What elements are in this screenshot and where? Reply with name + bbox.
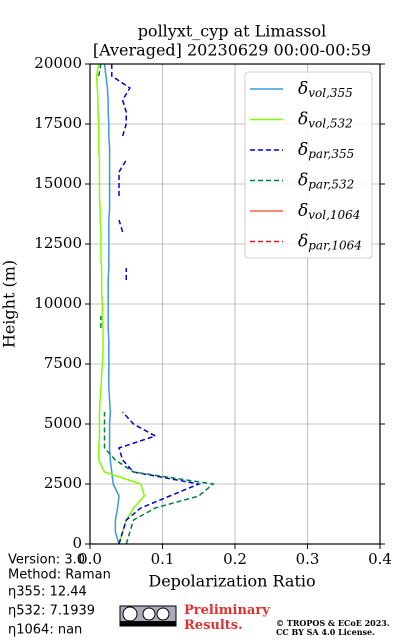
plot-frame [89,63,381,545]
legend-label: δpar,532 [298,170,354,191]
legend-label: δpar,355 [298,140,354,161]
y-tick-label: 0 [72,534,82,552]
x-tick-label: 0.1 [151,550,175,568]
eta: η1064: nan [8,623,82,638]
x-tick-label: 0.2 [223,550,247,568]
legend-label: δvol,355 [298,79,353,100]
profile-line [97,63,216,545]
x-axis-label: Depolarization Ratio [148,572,315,591]
legend-label: δvol,532 [298,109,353,130]
x-tick-label: 0.4 [368,550,392,568]
profile-line [111,64,202,545]
y-tick-label: 10000 [34,294,82,312]
chart-title: pollyxt_cyp at Limassol [138,22,327,41]
legend-label: δpar,1064 [298,231,362,252]
y-tick-label: 12500 [34,234,82,252]
y-tick-label: 17500 [34,114,82,132]
y-tick-label: 5000 [44,414,82,432]
legend-label: δvol,1064 [298,201,360,222]
cc-logo [119,605,177,627]
y-tick-label: 20000 [34,54,82,72]
eta: η355: 12.44 [8,585,87,600]
profile-line [95,63,146,545]
method: Method: Raman [8,568,111,583]
profile-line [103,63,120,545]
eta: η532: 7.1939 [8,604,95,619]
x-tick-label: 0.3 [296,550,320,568]
preliminary: Preliminary Results. [184,603,270,633]
copyright: © TROPOS & ECoE 2023. [276,618,390,628]
license: CC BY SA 4.0 License. [276,627,375,637]
y-tick-label: 15000 [34,174,82,192]
y-tick-label: 2500 [44,474,82,492]
y-tick-label: 7500 [44,354,82,372]
legend-box [244,71,373,259]
x-tick-label: 0.0 [78,550,102,568]
y-axis-label: Height (m) [0,260,19,348]
chart-subtitle: [Averaged] 20230629 00:00-00:59 [93,41,371,60]
version: Version: 3.0 [8,553,85,568]
